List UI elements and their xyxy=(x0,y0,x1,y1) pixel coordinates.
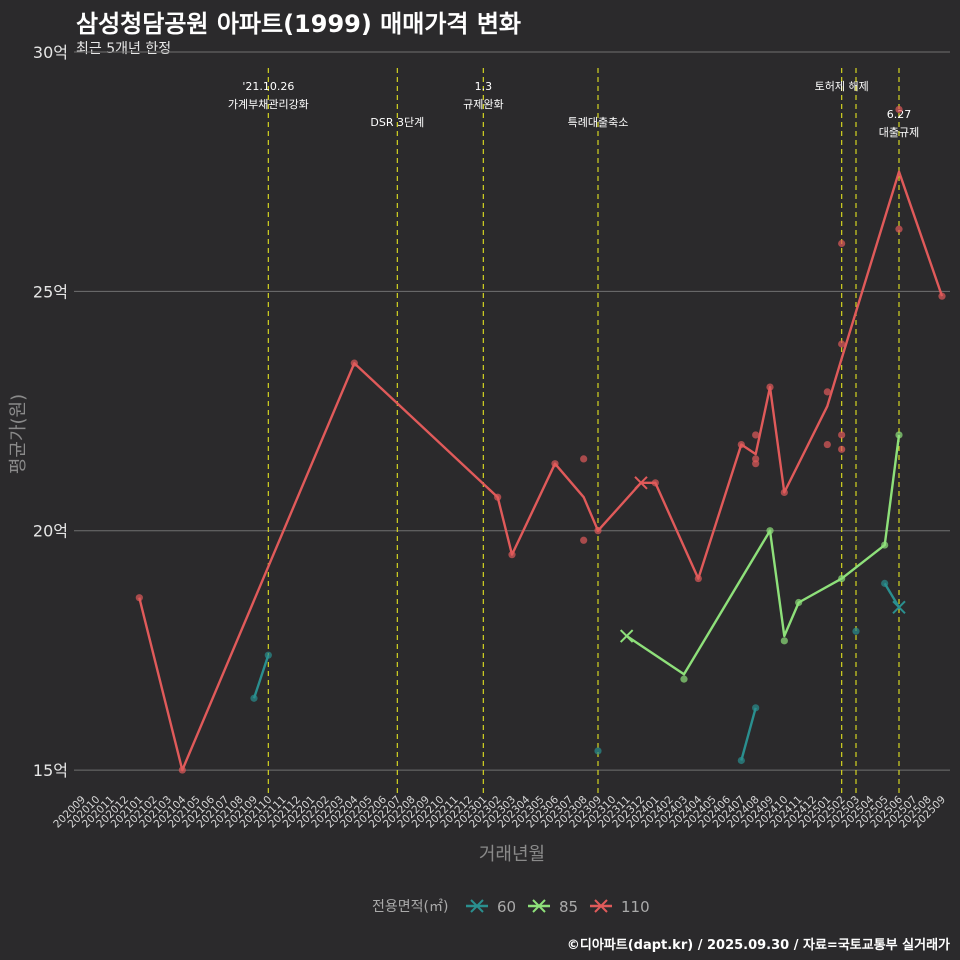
event-annotation: 1.3 xyxy=(475,80,493,93)
data-point-60 xyxy=(737,756,745,765)
data-point-60 xyxy=(852,627,860,635)
data-point-110 xyxy=(580,536,588,544)
legend-title: 전용면적(㎡) xyxy=(372,899,448,915)
data-point-85 xyxy=(838,574,846,583)
data-point-110 xyxy=(838,431,846,439)
legend: 전용면적(㎡) 60 85 110 xyxy=(372,898,650,916)
series-line-60 xyxy=(740,707,757,761)
y-tick-label: 30억 xyxy=(33,43,68,62)
data-point-60 xyxy=(250,694,258,702)
data-point-110 xyxy=(580,455,588,463)
legend-marker-60 xyxy=(470,899,484,913)
data-point-110 xyxy=(651,479,659,487)
data-point-110 xyxy=(350,359,358,367)
data-point-110 xyxy=(551,460,559,468)
series-line-85 xyxy=(626,434,901,676)
data-point-110 xyxy=(135,594,143,602)
cross-marker-110 xyxy=(634,476,648,490)
data-point-110 xyxy=(508,551,516,559)
source-caption: ©디아파트(dapt.kr) / 2025.09.30 / 자료=국토교통부 실… xyxy=(566,938,950,953)
data-point-110 xyxy=(895,225,903,233)
event-annotation: 토허제 해제 xyxy=(815,79,869,93)
data-point-110 xyxy=(737,440,745,449)
event-annotation: 가계부채관리강화 xyxy=(228,98,309,111)
data-point-85 xyxy=(795,598,803,607)
data-point-110 xyxy=(938,292,946,300)
data-point-110 xyxy=(823,440,831,449)
data-point-110 xyxy=(494,493,502,501)
data-point-60 xyxy=(594,747,602,755)
data-point-110 xyxy=(895,105,903,114)
data-point-85 xyxy=(680,675,688,683)
data-point-60 xyxy=(264,651,272,659)
legend-marker-110 xyxy=(594,899,608,913)
x-axis-label: 거래년월 xyxy=(479,844,545,865)
y-axis-label: 평균가(원) xyxy=(8,394,29,474)
legend-marker-85 xyxy=(532,899,546,913)
data-point-110 xyxy=(178,766,186,774)
legend-label-85: 85 xyxy=(559,898,578,916)
event-annotation: 특례대출축소 xyxy=(568,116,629,129)
data-point-60 xyxy=(881,579,889,587)
data-point-110 xyxy=(823,388,831,396)
cross-marker-60 xyxy=(892,600,906,615)
data-point-85 xyxy=(766,527,774,535)
data-point-60 xyxy=(752,704,760,712)
legend-label-110: 110 xyxy=(621,898,650,916)
data-point-110 xyxy=(694,574,702,583)
series-line-60 xyxy=(883,582,901,608)
chart-subtitle: 최근 5개년 한정 xyxy=(76,41,172,57)
event-annotation: 규제완화 xyxy=(463,98,503,111)
data-point-110 xyxy=(838,340,846,348)
series-line-60 xyxy=(252,654,270,699)
chart-title: 삼성청담공원 아파트(1999) 매매가격 변화 xyxy=(76,10,521,38)
legend-label-60: 60 xyxy=(497,898,516,916)
data-point-110 xyxy=(752,460,760,468)
data-point-110 xyxy=(838,445,846,453)
data-point-110 xyxy=(752,431,760,439)
data-point-85 xyxy=(780,637,788,645)
data-point-110 xyxy=(838,239,846,248)
event-annotation: DSR 3단계 xyxy=(370,116,424,129)
data-point-110 xyxy=(766,383,774,391)
cross-marker-85 xyxy=(619,629,634,643)
data-point-85 xyxy=(895,431,903,439)
y-tick-label: 20억 xyxy=(33,522,68,541)
data-point-110 xyxy=(594,527,602,535)
event-annotation: 대출규제 xyxy=(879,126,919,139)
y-tick-label: 15억 xyxy=(33,761,68,780)
data-point-85 xyxy=(881,541,889,549)
y-tick-label: 25억 xyxy=(33,282,68,301)
data-point-110 xyxy=(780,488,788,497)
event-annotation: 6.27 xyxy=(887,108,912,121)
event-annotation: '21.10.26 xyxy=(242,80,294,93)
